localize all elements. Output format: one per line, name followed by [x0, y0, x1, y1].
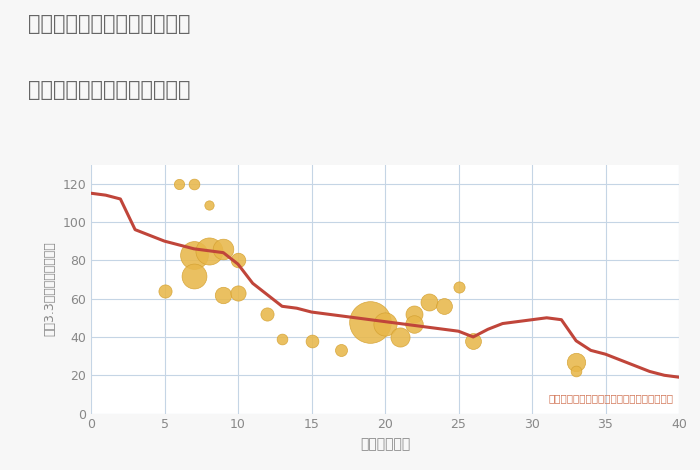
Point	[409, 310, 420, 318]
Point	[188, 272, 199, 279]
Point	[188, 251, 199, 258]
Point	[203, 247, 214, 254]
Point	[232, 257, 244, 264]
Point	[262, 310, 273, 318]
Text: 円の大きさは、取引のあった物件面積を示す: 円の大きさは、取引のあった物件面積を示す	[548, 394, 673, 404]
Point	[570, 368, 582, 375]
Point	[188, 180, 199, 188]
Point	[424, 299, 435, 306]
Point	[232, 289, 244, 297]
Point	[438, 303, 449, 310]
Y-axis label: 坪（3.3㎡）単価（万円）: 坪（3.3㎡）単価（万円）	[43, 242, 57, 337]
Point	[306, 337, 317, 345]
Point	[468, 337, 479, 345]
X-axis label: 築年数（年）: 築年数（年）	[360, 437, 410, 451]
Point	[174, 180, 185, 188]
Text: 愛知県稲沢市祖父江町二俣の: 愛知県稲沢市祖父江町二俣の	[28, 14, 190, 34]
Point	[335, 346, 346, 354]
Point	[394, 333, 405, 341]
Text: 築年数別中古マンション価格: 築年数別中古マンション価格	[28, 80, 190, 100]
Point	[365, 318, 376, 325]
Point	[218, 291, 229, 298]
Point	[570, 358, 582, 366]
Point	[203, 201, 214, 209]
Point	[409, 320, 420, 327]
Point	[379, 320, 391, 327]
Point	[276, 335, 288, 343]
Point	[453, 283, 464, 291]
Point	[218, 245, 229, 252]
Point	[159, 287, 170, 295]
